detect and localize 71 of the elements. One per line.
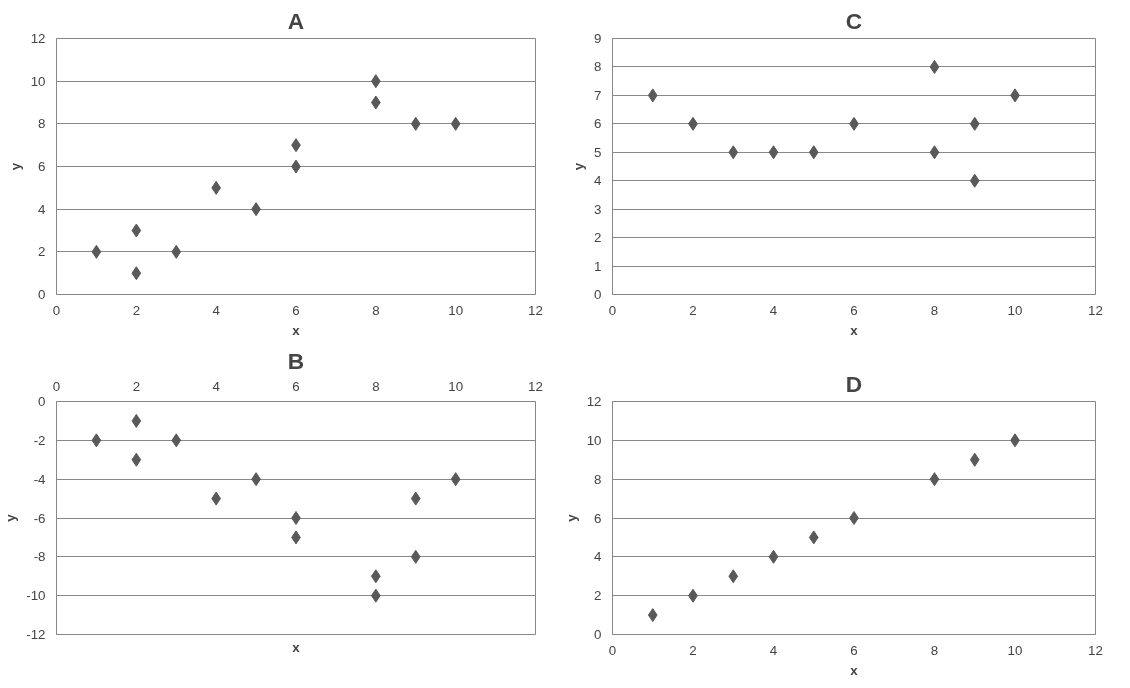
x-tick-label: 4 <box>212 302 221 318</box>
x-tick-label: 12 <box>1088 302 1103 318</box>
x-tick-label: 6 <box>850 642 858 658</box>
x-tick-label: 12 <box>1088 642 1103 658</box>
x-tick-label: 2 <box>132 302 141 318</box>
y-tick-label: 6 <box>38 159 46 174</box>
x-tick-label: 8 <box>930 642 939 658</box>
y-axis-title: y <box>571 162 587 171</box>
y-tick-label: 6 <box>594 510 602 526</box>
y-tick-label: 8 <box>594 471 602 487</box>
y-tick-label: -4 <box>33 471 47 487</box>
y-tick-label: 1 <box>594 258 602 274</box>
y-tick-label: 7 <box>594 87 602 103</box>
y-tick-label: 8 <box>594 59 602 75</box>
x-axis-title: x <box>850 662 859 678</box>
y-tick-label: -2 <box>33 432 46 448</box>
x-tick-label: 0 <box>608 302 617 318</box>
x-tick-label: 10 <box>1007 642 1023 658</box>
y-tick-label: 10 <box>586 432 602 448</box>
y-tick-label: -6 <box>33 510 46 526</box>
y-tick-label: 10 <box>30 73 46 89</box>
y-tick-label: 6 <box>594 116 602 132</box>
x-tick-label: 2 <box>689 642 697 658</box>
y-tick-label: 0 <box>38 394 46 409</box>
y-tick-label: 2 <box>594 588 602 604</box>
x-tick-label: 4 <box>769 302 778 318</box>
y-axis-title: y <box>3 513 19 522</box>
x-tick-label: 4 <box>769 642 778 658</box>
y-axis-title: y <box>563 513 579 522</box>
x-tick-label: 10 <box>448 302 464 318</box>
y-tick-label: 0 <box>594 627 602 642</box>
y-tick-label: 0 <box>594 287 602 302</box>
y-tick-label: 8 <box>38 116 46 132</box>
x-axis-title: x <box>292 639 301 655</box>
y-tick-label: 3 <box>594 201 602 217</box>
y-tick-label: 2 <box>38 244 46 260</box>
x-axis-title: x <box>292 322 301 338</box>
y-tick-label: -8 <box>33 549 46 565</box>
y-tick-label: 5 <box>594 144 602 160</box>
x-tick-label: 2 <box>132 378 141 394</box>
chart-title: A <box>287 7 305 34</box>
x-tick-label: 4 <box>212 378 221 394</box>
y-tick-label: 4 <box>594 173 603 189</box>
y-tick-label: 4 <box>594 549 603 565</box>
y-tick-label: 12 <box>586 394 602 409</box>
y-axis-title: y <box>7 162 23 171</box>
y-tick-label: 9 <box>594 31 602 46</box>
x-tick-label: 6 <box>292 302 300 318</box>
x-tick-label: 8 <box>930 302 939 318</box>
y-tick-label: 4 <box>38 201 47 217</box>
x-tick-label: 8 <box>372 378 380 394</box>
y-tick-label: -10 <box>26 588 46 604</box>
x-axis-title: x <box>850 322 859 338</box>
chart-title: C <box>845 7 863 34</box>
chart-title: B <box>287 347 305 374</box>
x-tick-label: 12 <box>528 302 543 318</box>
x-tick-label: 2 <box>689 302 697 318</box>
x-tick-label: 12 <box>528 378 543 394</box>
y-tick-label: 2 <box>594 230 602 246</box>
x-tick-label: 8 <box>372 302 380 318</box>
y-tick-label: 12 <box>30 31 46 46</box>
x-tick-label: 6 <box>850 302 858 318</box>
x-tick-label: 0 <box>608 642 617 658</box>
x-tick-label: 10 <box>448 378 464 394</box>
x-tick-label: 0 <box>52 378 61 394</box>
x-tick-label: 10 <box>1007 302 1023 318</box>
y-tick-label: 0 <box>38 287 46 302</box>
x-tick-label: 6 <box>292 378 300 394</box>
y-tick-label: -12 <box>26 627 46 642</box>
x-tick-label: 0 <box>52 302 61 318</box>
chart-title: D <box>845 370 863 397</box>
